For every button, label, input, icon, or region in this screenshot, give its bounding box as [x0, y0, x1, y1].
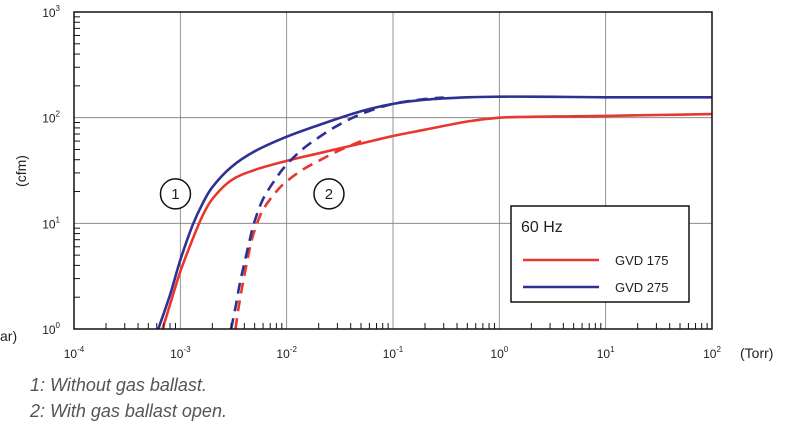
- x-tick-label: 101: [597, 345, 615, 361]
- annotation-circle: [313, 178, 345, 210]
- annotation-label: 2: [325, 186, 333, 203]
- y-tick-label: 101: [42, 215, 60, 231]
- legend-entry-label: GVD 175: [615, 253, 668, 268]
- x-tick-label: 10-2: [276, 345, 297, 361]
- y-tick-label: 103: [42, 4, 60, 20]
- legend-title: 60 Hz: [521, 219, 563, 236]
- series-line-2-dashed: [234, 139, 362, 330]
- x-axis-unit-label: (Torr): [740, 345, 773, 361]
- series-line-1-solid: [157, 95, 712, 330]
- legend-entry-label: GVD 275: [615, 280, 668, 295]
- y-tick-label: 100: [42, 321, 60, 337]
- annotation-label: 1: [171, 186, 179, 203]
- y-tick-label: 102: [42, 110, 60, 126]
- footnote-1: 1: Without gas ballast.: [30, 375, 207, 395]
- x-tick-label: 10-1: [383, 345, 404, 361]
- pump-speed-chart: 10-4 10-3 10-2 10-1 100 101 102 100 101 102 103 (To…: [0, 4, 773, 361]
- x-tick-label: 100: [490, 345, 508, 361]
- series-line-0-solid: [161, 112, 713, 330]
- footnote-2: 2: With gas ballast open.: [30, 401, 227, 421]
- y-axis-label: (cfm): [13, 155, 29, 187]
- x-tick-label: 102: [703, 345, 721, 361]
- x-tick-label: 10-4: [64, 345, 85, 361]
- plot-frame: [73, 11, 713, 330]
- legend: 60 Hz GVD 175 GVD 275: [510, 205, 690, 303]
- axes: 10-4 10-3 10-2 10-1 100 101 102 100 101 102 103 (To…: [0, 4, 773, 361]
- clipped-label-fragment: ar): [0, 328, 17, 344]
- annotation-circle: [159, 178, 192, 210]
- series-group: [157, 95, 713, 330]
- series-line-3-dashed: [229, 96, 444, 330]
- x-tick-label: 10-3: [170, 345, 191, 361]
- grid: [74, 12, 712, 329]
